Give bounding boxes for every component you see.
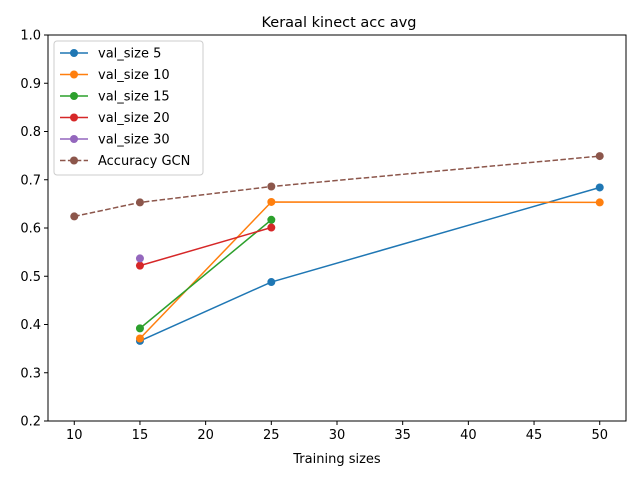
series-line xyxy=(139,226,272,267)
y-tick-label: 0.9 xyxy=(20,77,41,92)
x-tick-label: 20 xyxy=(197,428,214,443)
data-point xyxy=(135,324,144,333)
legend-item: val_size 20 xyxy=(60,111,170,126)
legend-label: val_size 15 xyxy=(98,90,170,105)
x-tick-label: 25 xyxy=(263,428,280,443)
legend-frame xyxy=(53,40,204,176)
y-tick-label: 0.8 xyxy=(20,125,41,140)
x-tick-label: 30 xyxy=(329,428,346,443)
x-tick-label: 45 xyxy=(526,428,543,443)
legend-item: val_size 15 xyxy=(60,90,170,105)
series-val-size-30 xyxy=(135,254,144,263)
x-tick-label: 10 xyxy=(66,428,83,443)
legend-marker xyxy=(70,92,78,100)
data-point xyxy=(135,261,144,270)
data-point xyxy=(267,223,276,232)
legend-item: val_size 10 xyxy=(60,68,170,83)
y-tick-label: 0.7 xyxy=(20,173,41,188)
legend-marker xyxy=(70,135,78,143)
series-group xyxy=(70,152,604,345)
data-point xyxy=(595,198,604,207)
legend-label: val_size 5 xyxy=(98,47,161,62)
y-tick-label: 0.2 xyxy=(20,415,41,430)
legend-label: val_size 30 xyxy=(98,133,170,148)
data-point xyxy=(135,254,144,263)
legend-item: Accuracy GCN xyxy=(60,154,190,169)
axis-ticks: 10 15 20 25 30 35 40 45 50 0.2 0.3 0.4 0.5 0.6 0.7 0.8 0… xyxy=(20,29,608,444)
legend-marker xyxy=(70,113,78,122)
series-val-size-10 xyxy=(135,197,604,343)
y-tick-label: 0.5 xyxy=(20,270,41,285)
legend: val_size 5 val_size 10 val_size 15 val_size… xyxy=(53,40,204,176)
legend-label: val_size 20 xyxy=(98,111,170,126)
data-point xyxy=(267,182,276,191)
series-line xyxy=(139,186,600,342)
x-axis-label: Training sizes xyxy=(292,452,381,467)
series-val-size-15 xyxy=(135,215,276,333)
series-line xyxy=(74,155,600,218)
data-point xyxy=(70,212,79,221)
series-line xyxy=(139,219,272,329)
x-tick-label: 15 xyxy=(132,428,149,443)
legend-item: val_size 5 xyxy=(60,47,161,62)
legend-label: Accuracy GCN xyxy=(98,154,190,169)
plot-area-frame xyxy=(47,34,627,422)
legend-item: val_size 30 xyxy=(60,133,170,148)
y-tick-label: 0.4 xyxy=(20,318,41,333)
data-point xyxy=(267,278,276,287)
x-tick-label: 35 xyxy=(394,428,411,443)
data-point xyxy=(595,183,604,192)
legend-marker xyxy=(70,49,78,57)
legend-marker xyxy=(70,70,78,79)
series-line xyxy=(139,201,600,340)
legend-label: val_size 10 xyxy=(98,68,170,83)
y-tick-label: 0.6 xyxy=(20,222,41,237)
series-val-size-5 xyxy=(135,183,604,345)
series-val-size-20 xyxy=(135,223,276,270)
data-point xyxy=(135,198,144,207)
y-tick-label: 1.0 xyxy=(20,29,41,44)
y-tick-label: 0.3 xyxy=(20,366,41,381)
x-tick-label: 50 xyxy=(591,428,608,443)
data-point xyxy=(595,152,604,161)
chart-title: Keraal kinect acc avg xyxy=(262,15,417,31)
data-point xyxy=(267,197,276,206)
data-point xyxy=(135,334,144,343)
series-accuracy-gcn xyxy=(70,152,604,221)
data-point xyxy=(267,215,276,224)
x-tick-label: 40 xyxy=(460,428,477,443)
legend-marker xyxy=(70,156,78,165)
